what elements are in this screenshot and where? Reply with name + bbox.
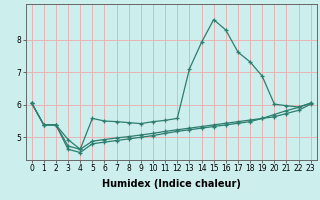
X-axis label: Humidex (Indice chaleur): Humidex (Indice chaleur) <box>102 179 241 189</box>
